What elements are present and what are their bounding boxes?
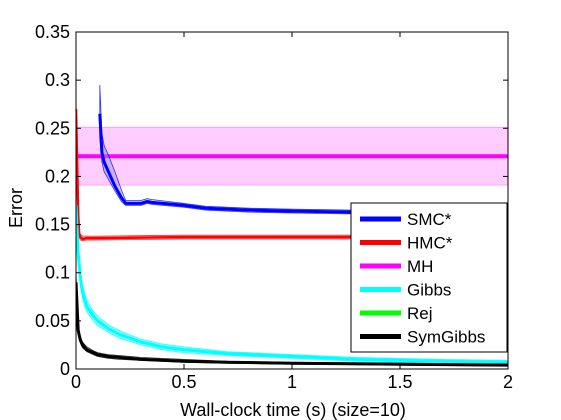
x-tick-label: 2 [503,372,513,392]
x-axis-label: Wall-clock time (s) (size=10) [180,400,406,420]
x-tick-label: 1 [287,372,297,392]
x-tick-label: 1.5 [387,372,412,392]
legend-label-gibbs: Gibbs [407,281,451,300]
x-tick-label: 0.5 [171,372,196,392]
y-tick-label: 0.35 [35,22,70,42]
y-tick-label: 0.05 [35,311,70,331]
legend: SMC* HMC* MH Gibbs Rej SymGibbs [351,203,507,352]
y-tick-label: 0.3 [45,70,70,90]
y-tick-label: 0 [60,359,70,379]
y-tick-label: 0.1 [45,263,70,283]
legend-label-smc: SMC* [407,210,452,229]
y-tick-label: 0.25 [35,118,70,138]
legend-label-mh: MH [407,257,433,276]
y-tick-label: 0.15 [35,215,70,235]
x-tick-label: 0 [71,372,81,392]
legend-label-symgibbs: SymGibbs [407,328,485,347]
y-tick-label: 0.2 [45,166,70,186]
legend-label-hmc: HMC* [407,234,453,253]
y-axis-label: Error [6,188,26,228]
legend-label-rej: Rej [407,304,433,323]
